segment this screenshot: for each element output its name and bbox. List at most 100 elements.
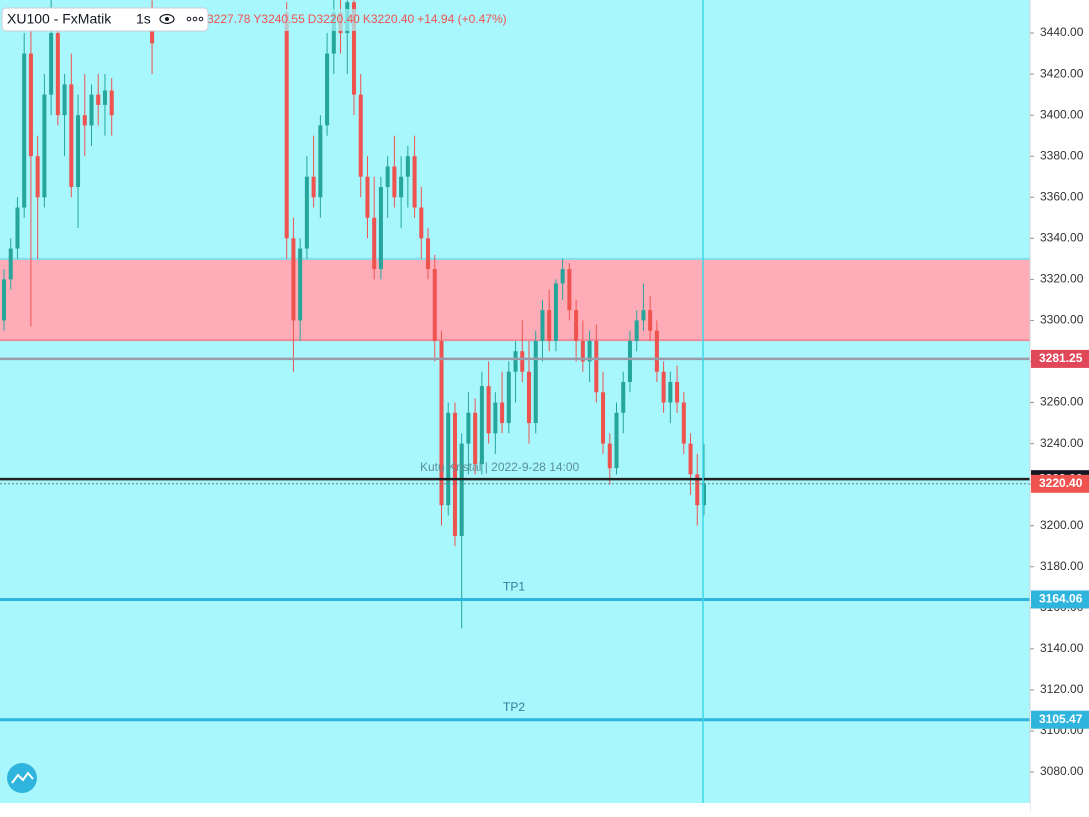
candle-body (378, 186, 383, 270)
candle-body (318, 125, 323, 198)
candle-body (22, 53, 27, 208)
price-tag (1031, 474, 1089, 493)
y-tick-label: 3180.00 (1040, 559, 1084, 573)
candle-body (654, 330, 659, 372)
candle-body (109, 90, 114, 116)
line-label: TP1 (503, 580, 525, 594)
zone (0, 258, 1030, 341)
candle-body (446, 412, 451, 506)
candle-body (526, 371, 532, 424)
ohlc-value: 3227.78 (207, 12, 251, 26)
candle-body (601, 392, 606, 444)
candle-body (392, 166, 397, 198)
candle-body (69, 84, 74, 187)
candle-body (304, 176, 309, 249)
candle-body (567, 269, 572, 311)
candle-body (399, 176, 404, 198)
candle-body (587, 340, 592, 362)
price-tag-label: 3281.25 (1039, 351, 1083, 365)
price-tag-label: 3105.47 (1039, 712, 1083, 726)
candle-body (385, 166, 390, 187)
candle-body (89, 94, 94, 126)
candle-body (42, 94, 47, 198)
y-tick-label: 3320.00 (1040, 272, 1084, 286)
candle-body (641, 310, 646, 321)
y-tick-label: 3360.00 (1040, 189, 1084, 203)
ohlc-value: Y3240.55 (253, 12, 305, 26)
symbol-box[interactable] (1, 7, 209, 32)
candle-body (701, 483, 707, 506)
candle-body (325, 53, 330, 126)
candle-body (331, 12, 336, 54)
y-tick-label: 3120.00 (1040, 682, 1084, 696)
y-tick-label: 3340.00 (1040, 230, 1084, 244)
candle-body (372, 217, 377, 270)
y-tick-label: 3200.00 (1040, 518, 1084, 532)
candle-body (432, 269, 437, 341)
candle-body (627, 340, 632, 382)
candle-body (533, 340, 538, 424)
candle-body (614, 412, 619, 469)
candle-body (452, 412, 457, 536)
price-tag (1031, 349, 1089, 368)
candle-body (419, 207, 424, 239)
interval: 1s (136, 11, 151, 27)
candle-body (493, 402, 498, 434)
candle-body (466, 412, 471, 444)
candle-body (560, 269, 565, 284)
candle-body (661, 371, 666, 403)
y-tick-label: 3440.00 (1040, 25, 1084, 39)
candle-body (439, 340, 444, 506)
candle-body (675, 381, 680, 403)
candle-body (486, 386, 491, 434)
candle-body (479, 386, 484, 465)
eye-icon[interactable] (159, 13, 175, 25)
candle-body (513, 351, 518, 372)
candle-body (506, 371, 511, 424)
time-axis (0, 803, 1030, 812)
candle-body (62, 84, 67, 116)
price-axis (1030, 0, 1089, 812)
candle-body (358, 94, 363, 177)
candle-body (621, 381, 626, 413)
symbol-title: XU100 - FxMatik (7, 11, 112, 27)
candle-body (55, 33, 60, 116)
y-tick-label: 3380.00 (1040, 148, 1084, 162)
y-tick-label: 3080.00 (1040, 764, 1084, 778)
ohlc-value: D3220.40 (308, 12, 360, 26)
candle-body (351, 2, 357, 95)
candle-body (580, 340, 585, 362)
candle-body (547, 310, 552, 341)
ohlc-legend-bg (200, 9, 536, 31)
ohlc-value: +14.94 (+0.47%) (417, 12, 506, 26)
candle-body (49, 33, 54, 95)
line-label: TP2 (503, 700, 525, 714)
candle-body (634, 320, 639, 341)
price-tag (1031, 710, 1089, 729)
candle-body (76, 115, 81, 187)
price-tag-label: 3164.06 (1039, 592, 1083, 606)
candle-body (681, 402, 686, 444)
y-tick-label: 3300.00 (1040, 313, 1084, 327)
more-icon[interactable] (186, 16, 204, 22)
candle-body (574, 310, 579, 341)
annotation: Kutu Kristal | 2022-9-28 14:00 (420, 460, 580, 474)
candle-body (365, 176, 370, 218)
y-tick-label: 3240.00 (1040, 436, 1084, 450)
y-tick-label: 3260.00 (1040, 395, 1084, 409)
plot-background (0, 0, 1030, 803)
ohlc-value: K3220.40 (363, 12, 415, 26)
candle-body (500, 402, 505, 424)
candle-body (459, 443, 464, 536)
candle-body (426, 238, 431, 270)
candle-body (405, 156, 410, 177)
candle-body (520, 351, 525, 372)
candle-body (473, 412, 478, 465)
candle-body (284, 12, 289, 239)
candle-body (594, 340, 599, 393)
candle-body (688, 443, 693, 475)
y-tick-label: 3420.00 (1040, 66, 1084, 80)
candle-body (311, 176, 316, 198)
candle-body (412, 156, 417, 208)
